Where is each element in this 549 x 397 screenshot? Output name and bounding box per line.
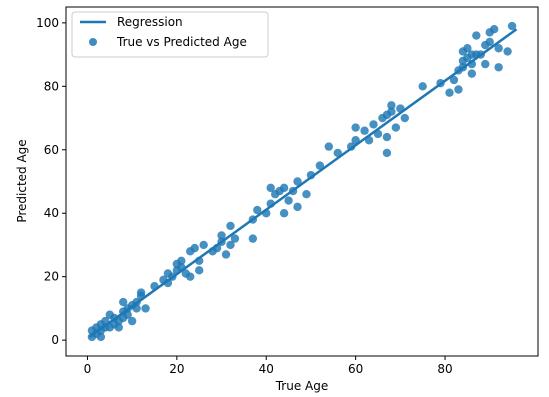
data-point xyxy=(96,332,106,342)
x-tick-label: 0 xyxy=(84,362,92,376)
data-point xyxy=(467,69,477,78)
data-point xyxy=(177,256,186,266)
data-point xyxy=(454,85,463,94)
data-point xyxy=(507,21,517,31)
y-tick-label: 60 xyxy=(44,143,59,157)
data-point xyxy=(351,136,360,145)
y-axis-label: Predicted Age xyxy=(15,139,29,222)
data-point xyxy=(150,282,159,291)
data-point xyxy=(458,63,468,72)
data-point xyxy=(387,101,396,110)
x-tick-label: 40 xyxy=(259,362,274,376)
data-point xyxy=(364,136,374,145)
data-point xyxy=(485,37,494,47)
data-point xyxy=(382,132,392,142)
data-point xyxy=(279,209,289,218)
data-point xyxy=(114,323,123,332)
data-point xyxy=(199,240,208,250)
data-point xyxy=(293,202,302,212)
y-tick-label: 0 xyxy=(51,333,59,347)
data-point xyxy=(293,177,302,186)
data-point xyxy=(266,183,275,193)
data-point xyxy=(467,59,477,69)
plot-frame xyxy=(65,6,539,357)
data-point xyxy=(306,170,316,180)
data-point xyxy=(221,250,231,259)
data-point xyxy=(141,304,150,313)
data-point xyxy=(494,63,503,72)
data-point xyxy=(324,142,334,151)
data-point xyxy=(333,148,342,158)
data-point xyxy=(436,78,445,88)
data-point xyxy=(132,297,141,307)
data-point xyxy=(315,161,325,170)
x-tick-label: 80 xyxy=(437,362,452,376)
data-point xyxy=(449,75,459,85)
data-point xyxy=(463,44,472,53)
data-point xyxy=(494,44,503,53)
data-point xyxy=(472,31,481,40)
data-point xyxy=(217,237,226,246)
data-point xyxy=(177,262,186,272)
y-tick-label: 20 xyxy=(44,270,59,284)
data-point xyxy=(127,316,137,326)
data-point xyxy=(226,240,235,250)
data-point xyxy=(396,104,405,113)
data-point xyxy=(123,310,132,319)
y-tick-label: 40 xyxy=(44,206,59,220)
regression-line xyxy=(88,28,518,338)
data-point xyxy=(212,243,222,253)
data-point xyxy=(194,256,204,266)
data-point xyxy=(400,113,410,123)
ticks-layer: 0 20 40 60 80 0 20 40 60 80 100 xyxy=(36,16,453,376)
legend-regression-label: Regression xyxy=(117,15,183,29)
x-tick-label: 20 xyxy=(169,362,184,376)
data-point xyxy=(288,186,298,196)
data-point xyxy=(186,272,195,281)
data-point xyxy=(163,278,173,288)
data-point xyxy=(369,120,378,129)
data-point xyxy=(262,209,271,218)
data-point xyxy=(391,123,401,132)
data-point xyxy=(489,25,499,34)
data-point xyxy=(119,297,128,307)
data-point xyxy=(230,234,240,243)
y-tick-label: 80 xyxy=(44,79,59,93)
data-point xyxy=(266,199,275,208)
data-point xyxy=(476,50,485,59)
data-point xyxy=(284,196,293,205)
data-point xyxy=(418,82,427,91)
marks-layer xyxy=(87,21,518,342)
data-point xyxy=(136,288,146,297)
data-point xyxy=(373,129,383,139)
x-axis-label: True Age xyxy=(275,379,329,393)
data-point xyxy=(279,183,289,193)
data-point xyxy=(248,215,258,224)
data-point xyxy=(351,123,360,132)
data-point xyxy=(190,243,199,253)
data-point xyxy=(217,231,226,240)
x-tick-label: 60 xyxy=(348,362,363,376)
data-point xyxy=(387,107,396,116)
data-point xyxy=(248,234,258,243)
y-tick-label: 100 xyxy=(36,16,59,30)
data-point xyxy=(360,126,369,135)
data-point xyxy=(302,189,311,199)
data-point xyxy=(101,316,110,326)
data-point xyxy=(132,304,141,313)
data-point xyxy=(226,221,235,231)
data-point xyxy=(503,47,512,56)
data-point xyxy=(253,205,262,215)
legend-scatter-swatch xyxy=(89,38,97,46)
data-point xyxy=(445,88,454,97)
data-point xyxy=(346,142,356,151)
data-point xyxy=(481,59,490,69)
data-point xyxy=(194,266,204,275)
data-point xyxy=(382,148,392,158)
legend-scatter-label: True vs Predicted Age xyxy=(116,35,247,49)
data-point xyxy=(168,272,177,281)
legend-box xyxy=(71,11,269,58)
legend: Regression True vs Predicted Age xyxy=(71,11,269,58)
